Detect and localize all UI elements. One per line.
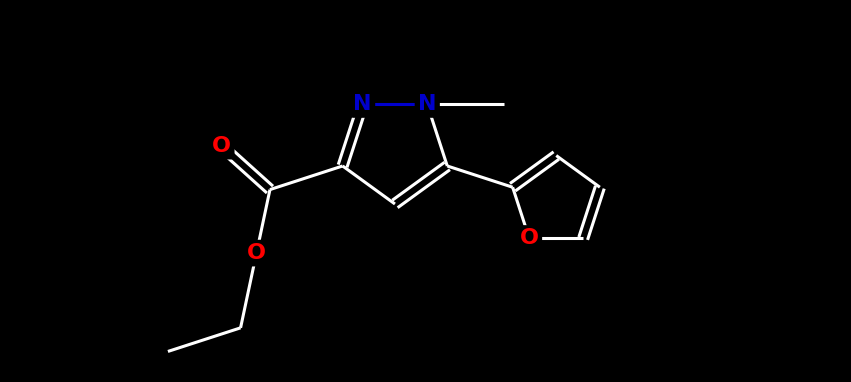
- Text: N: N: [353, 94, 372, 115]
- Text: N: N: [418, 94, 437, 115]
- Text: O: O: [212, 136, 231, 156]
- Text: O: O: [247, 243, 266, 263]
- Text: O: O: [520, 228, 539, 248]
